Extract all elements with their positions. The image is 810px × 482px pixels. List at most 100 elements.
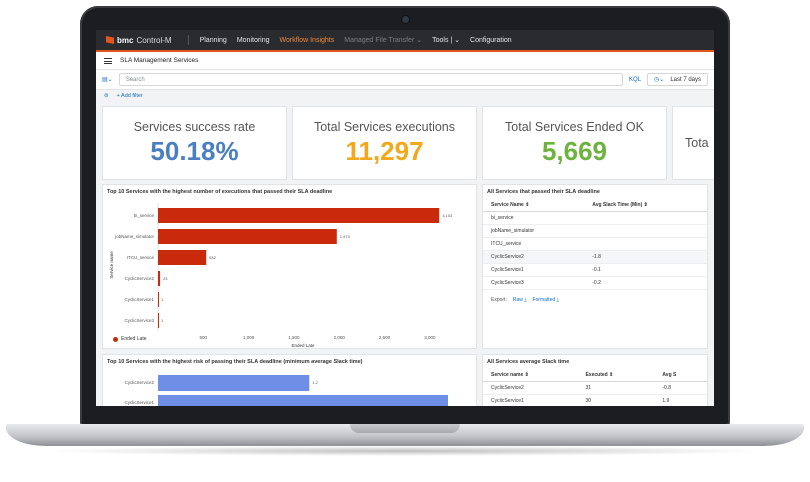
product-name: Control-M bbox=[136, 35, 172, 45]
bar bbox=[158, 229, 337, 244]
metric-card-ended-ok: Total Services Ended OK 5,669 bbox=[482, 106, 667, 180]
laptop-shadow bbox=[40, 446, 770, 456]
cell bbox=[584, 237, 707, 251]
metric-card-partial: Tota bbox=[672, 106, 714, 180]
nav-item-managed-file-transfer[interactable]: Managed File Transfer ⌄ bbox=[344, 37, 423, 44]
category-label: CyclicService1 bbox=[124, 297, 154, 302]
panels-row-2: Top 10 Services with the highest risk of… bbox=[96, 349, 714, 406]
accent-bar bbox=[96, 50, 714, 52]
bmc-logo[interactable]: bmc Control-M bbox=[106, 36, 172, 45]
metric-card-total-executions: Total Services executions 11,297 bbox=[292, 106, 477, 180]
add-filter-link[interactable]: + Add filter bbox=[116, 93, 143, 99]
bar-value-label: 1.2 bbox=[312, 380, 318, 385]
top-nav: bmc Control-M Planning Monitoring Workfl… bbox=[96, 30, 714, 50]
cell: CyclicService1 bbox=[483, 394, 578, 406]
category-label: jobName_simulator bbox=[114, 234, 154, 239]
time-picker[interactable]: ◷⌄ Last 7 days bbox=[647, 73, 708, 86]
cell: -0.2 bbox=[584, 276, 707, 290]
metric-card-success-rate: Services success rate 50.18% bbox=[102, 106, 287, 180]
metric-value: 5,669 bbox=[541, 135, 608, 166]
table-row: ITCU_service bbox=[483, 237, 707, 251]
category-label: CyclicService1 bbox=[124, 400, 154, 405]
cell: CyclicService2 bbox=[483, 250, 585, 264]
table-row: CyclicService2 -1.8 bbox=[483, 250, 707, 264]
cell: ITCU_service bbox=[483, 237, 585, 251]
table-row: CyclicService3 -0.2 bbox=[483, 276, 707, 290]
cell bbox=[584, 224, 707, 238]
export-label: Export: bbox=[491, 297, 507, 303]
cell: -1.8 bbox=[584, 250, 707, 264]
export-raw-link[interactable]: Raw ⤓ bbox=[513, 297, 527, 303]
bar-value-label: 1 bbox=[161, 318, 164, 323]
slack-table: Service name ⇕ Executed ⇕ Avg S CyclicSe… bbox=[483, 369, 707, 406]
cell bbox=[584, 211, 707, 225]
page-title: SLA Management Services bbox=[120, 57, 199, 64]
export-formatted-link[interactable]: Formatted ⤓ bbox=[532, 297, 558, 303]
nav-item-tools[interactable]: Tools | ⌄ bbox=[432, 37, 461, 44]
kql-toggle[interactable]: KQL bbox=[629, 76, 642, 83]
metric-label: Total Services Ended OK bbox=[505, 119, 644, 134]
bar bbox=[158, 250, 207, 265]
table-row: CyclicService1 -0.1 bbox=[483, 263, 707, 277]
metric-label: Total Services executions bbox=[313, 119, 456, 134]
x-axis-label: Ended Late bbox=[291, 343, 315, 348]
cell: CyclicService1 bbox=[483, 263, 585, 277]
panel-title: Top 10 Services with the highest risk of… bbox=[107, 359, 363, 365]
y-axis-label: Service name bbox=[109, 251, 114, 279]
bar-value-label: 3,103 bbox=[442, 213, 453, 218]
table-row: bi_service bbox=[483, 211, 707, 225]
nav-item-configuration[interactable]: Configuration bbox=[470, 36, 512, 44]
search-input[interactable]: Search bbox=[118, 73, 624, 86]
menu-icon[interactable] bbox=[104, 57, 112, 64]
cell: -0.8 bbox=[654, 381, 707, 395]
bar-value-label: 532 bbox=[209, 255, 216, 260]
category-label: CyclicService2 bbox=[124, 380, 154, 385]
bar bbox=[158, 292, 159, 307]
time-range-label: Last 7 days bbox=[670, 76, 701, 83]
laptop-base bbox=[6, 424, 804, 446]
panel-title: Top 10 Services with the highest number … bbox=[107, 189, 333, 195]
laptop-notch bbox=[350, 424, 460, 433]
nav-item-workflow-insights[interactable]: Workflow Insights bbox=[279, 36, 335, 44]
legend-swatch bbox=[113, 336, 118, 342]
column-header[interactable]: Service Name ⇕ bbox=[483, 199, 585, 212]
chart-legend[interactable]: Ended Late bbox=[113, 336, 147, 342]
category-label: CyclicService3 bbox=[124, 318, 154, 323]
category-label: ITCU_service bbox=[127, 255, 155, 260]
cell: CyclicService3 bbox=[483, 276, 585, 290]
saved-query-icon[interactable]: ▤⌄ bbox=[102, 77, 113, 83]
bar-value-label: 23 bbox=[163, 276, 168, 281]
x-tick-label: 2,500 bbox=[379, 335, 391, 340]
download-icon: ⤓ bbox=[524, 297, 527, 303]
page-header: SLA Management Services bbox=[96, 52, 714, 70]
bmc-logo-icon bbox=[106, 36, 114, 44]
executions-chart-panel: Top 10 Services with the highest number … bbox=[102, 184, 477, 349]
sla-table-panel: All Services that passed their SLA deadl… bbox=[482, 184, 708, 349]
nav-divider bbox=[187, 35, 189, 45]
cell: bi_service bbox=[483, 211, 585, 225]
nav-item-planning[interactable]: Planning bbox=[199, 36, 227, 44]
cell: -0.1 bbox=[584, 263, 707, 277]
metric-label: Services success rate bbox=[133, 119, 256, 134]
category-label: bi_service bbox=[134, 213, 155, 218]
column-header[interactable]: Avg Slack Time (Min) ⇕ bbox=[584, 199, 707, 212]
sla-table: Service Name ⇕ Avg Slack Time (Min) ⇕ bi… bbox=[483, 199, 707, 290]
metric-cards: Services success rate 50.18% Total Servi… bbox=[96, 102, 714, 184]
metric-value: 50.18% bbox=[150, 135, 239, 166]
risk-chart-panel: Top 10 Services with the highest risk of… bbox=[102, 354, 477, 406]
column-header[interactable]: Service name ⇕ bbox=[483, 369, 578, 382]
x-tick-label: 500 bbox=[200, 335, 208, 340]
column-header[interactable]: Executed ⇕ bbox=[577, 369, 655, 382]
x-tick-label: 1,500 bbox=[288, 335, 300, 340]
filter-options-icon[interactable]: ⊜ bbox=[104, 93, 109, 99]
cell: 30 bbox=[577, 394, 655, 406]
bar bbox=[158, 395, 448, 406]
screen: bmc Control-M Planning Monitoring Workfl… bbox=[96, 30, 714, 406]
table-row: jobName_simulator bbox=[483, 224, 707, 238]
x-tick-label: 3,000 bbox=[424, 335, 436, 340]
export-row: Export: Raw ⤓ Formatted ⤓ bbox=[483, 290, 707, 310]
column-header[interactable]: Avg S bbox=[654, 369, 707, 382]
calendar-icon: ◷⌄ bbox=[654, 77, 665, 83]
table-row: CyclicService2 31 -0.8 bbox=[483, 381, 707, 395]
nav-item-monitoring[interactable]: Monitoring bbox=[236, 36, 270, 44]
